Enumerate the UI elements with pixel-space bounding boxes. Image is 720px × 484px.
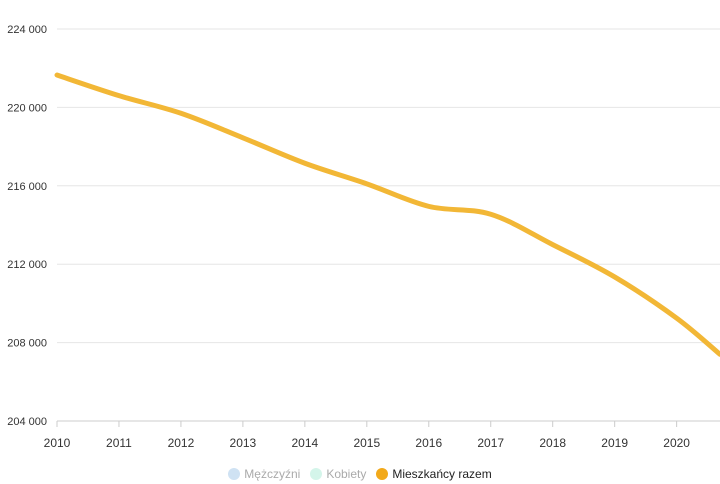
x-tick-label: 2011: [106, 436, 132, 450]
x-tick-label: 2016: [415, 436, 442, 450]
grid-lines: [57, 28, 720, 422]
x-tick-label: 2020: [663, 436, 690, 450]
y-tick-label: 224 000: [7, 24, 47, 36]
data-point: [366, 183, 368, 185]
legend-label-total: Mieszkańcy razem: [392, 467, 492, 481]
y-tick-label: 208 000: [7, 338, 47, 350]
legend-marker-men: [228, 468, 241, 480]
x-axis: 2010 2011 2012 2013 2014 2015 2016 2017 2018 2019…: [44, 421, 690, 450]
x-tick-label: 2014: [291, 436, 318, 450]
data-point: [676, 317, 678, 319]
data-point: [304, 162, 306, 164]
legend-item-women[interactable]: Kobiety: [310, 467, 366, 481]
x-tick-label: 2013: [230, 436, 257, 450]
data-point: [118, 95, 120, 97]
legend-marker-total: [376, 468, 389, 480]
legend-label-women: Kobiety: [326, 467, 367, 481]
legend-marker-women: [310, 468, 323, 480]
legend-item-men[interactable]: Mężczyźni: [228, 467, 300, 481]
legend-item-total[interactable]: Mieszkańcy razem: [376, 467, 492, 481]
y-tick-label: 220 000: [7, 102, 47, 114]
data-point: [428, 205, 430, 207]
x-tick-label: 2015: [353, 436, 380, 450]
legend: Mężczyźni Kobiety Mieszkańcy razem: [0, 464, 720, 484]
data-point: [490, 213, 492, 215]
y-tick-label: 216 000: [7, 181, 47, 193]
series-line-total: [54, 72, 720, 357]
data-point: [242, 137, 244, 139]
legend-label-men: Mężczyźni: [244, 467, 301, 481]
data-point: [552, 244, 554, 246]
y-tick-label: 212 000: [7, 259, 47, 271]
x-tick-label: 2018: [539, 436, 566, 450]
data-point: [614, 276, 616, 278]
x-tick-label: 2012: [168, 436, 195, 450]
y-tick-label: 204 000: [7, 416, 47, 428]
y-axis: 204 000 208 000 212 000 216 000 220 000 224 0…: [7, 24, 47, 428]
x-tick-label: 2010: [44, 436, 71, 450]
x-tick-label: 2017: [477, 436, 504, 450]
x-tick-label: 2019: [601, 436, 628, 450]
series-layer: [54, 72, 720, 357]
data-point: [180, 112, 182, 114]
data-point: [56, 74, 58, 76]
